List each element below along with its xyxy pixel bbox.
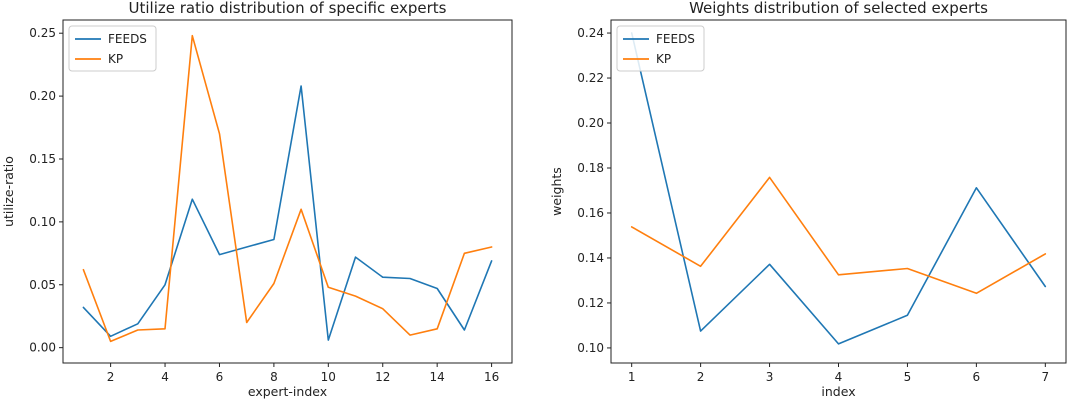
left-chart-x-tick-label: 4 bbox=[161, 370, 169, 384]
right-chart-title: Weights distribution of selected experts bbox=[689, 0, 988, 17]
left-chart-series-feeds-line bbox=[82, 85, 493, 341]
right-chart-legend-label-kp: KP bbox=[656, 52, 671, 66]
left-chart-x-tick-label: 2 bbox=[107, 370, 115, 384]
left-chart-axes-frame bbox=[62, 19, 513, 364]
left-chart-legend-label-kp: KP bbox=[108, 52, 123, 66]
left-chart-y-tick-label: 0.00 bbox=[29, 341, 56, 355]
left-chart-x-tick-label: 8 bbox=[270, 370, 278, 384]
right-chart-x-tick-label: 7 bbox=[1041, 370, 1049, 384]
right-chart-x-tick-label: 4 bbox=[835, 370, 843, 384]
right-chart-y-tick-label: 0.16 bbox=[577, 206, 604, 220]
left-chart-y-tick-label: 0.05 bbox=[29, 278, 56, 292]
right-chart-series-feeds-line bbox=[630, 32, 1047, 345]
right-chart-y-tick-label: 0.24 bbox=[577, 26, 604, 40]
left-chart-x-tick-label: 10 bbox=[321, 370, 336, 384]
left-chart-y-tick-label: 0.15 bbox=[29, 152, 56, 166]
left-chart-x-tick-label: 16 bbox=[484, 370, 499, 384]
right-chart-x-tick-label: 2 bbox=[697, 370, 705, 384]
right-chart-y-tick-label: 0.18 bbox=[577, 161, 604, 175]
right-chart-x-tick-label: 1 bbox=[628, 370, 636, 384]
left-chart-y-tick-label: 0.20 bbox=[29, 89, 56, 103]
left-chart-x-axis-label: expert-index bbox=[248, 384, 327, 399]
right-chart-y-tick-label: 0.22 bbox=[577, 71, 604, 85]
right-chart-x-tick-label: 3 bbox=[766, 370, 774, 384]
left-chart-x-tick-label: 14 bbox=[430, 370, 445, 384]
right-chart-series-kp-line bbox=[630, 176, 1047, 295]
left-chart-y-axis-label: utilize-ratio bbox=[1, 156, 16, 227]
right-chart-y-tick-label: 0.14 bbox=[577, 251, 604, 265]
right-chart-y-tick-label: 0.10 bbox=[577, 341, 604, 355]
left-chart-title: Utilize ratio distribution of specific e… bbox=[129, 0, 447, 17]
right-chart-x-tick-label: 6 bbox=[973, 370, 981, 384]
right-chart-y-tick-label: 0.20 bbox=[577, 116, 604, 130]
left-chart-series-kp-line bbox=[82, 34, 493, 343]
left-chart-y-tick-label: 0.25 bbox=[29, 26, 56, 40]
right-chart-legend-label-feeds: FEEDS bbox=[656, 32, 695, 46]
right-chart-x-axis-label: index bbox=[821, 384, 855, 399]
left-chart-y-tick-label: 0.10 bbox=[29, 215, 56, 229]
right-chart-y-tick-label: 0.12 bbox=[577, 296, 604, 310]
right-chart-x-tick-label: 5 bbox=[904, 370, 912, 384]
left-chart-legend-label-feeds: FEEDS bbox=[108, 32, 147, 46]
left-chart-x-tick-label: 12 bbox=[375, 370, 390, 384]
right-chart-y-axis-label: weights bbox=[549, 167, 564, 216]
left-chart-x-tick-label: 6 bbox=[216, 370, 224, 384]
